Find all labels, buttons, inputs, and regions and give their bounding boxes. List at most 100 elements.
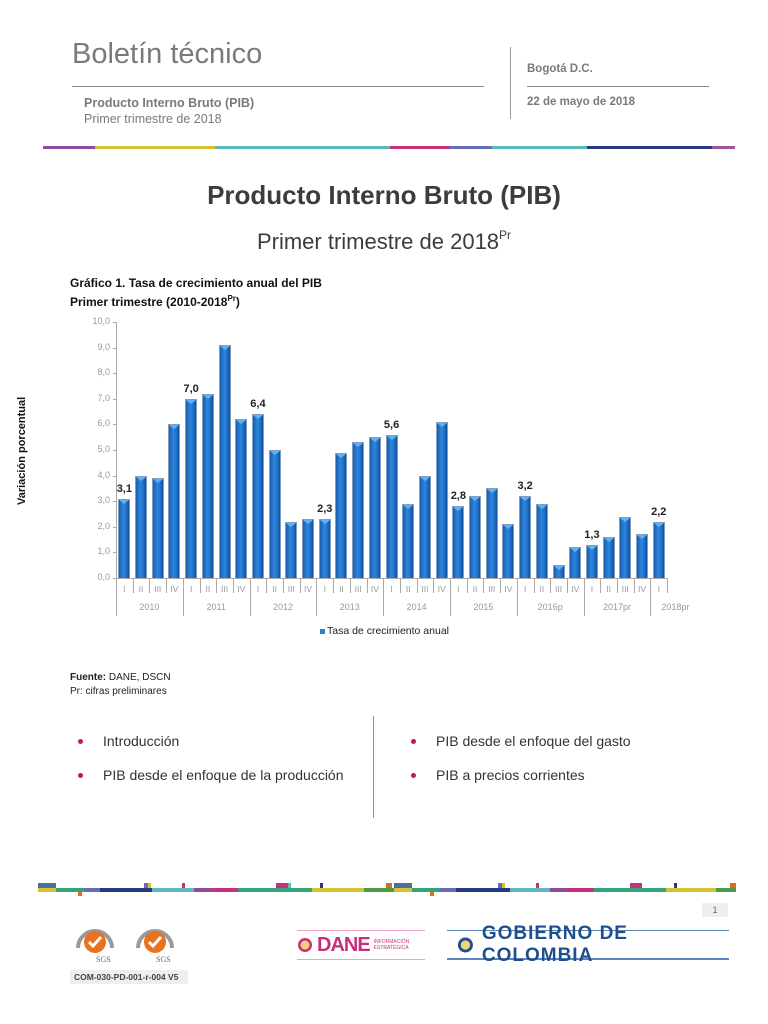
quarter-label: II (472, 584, 478, 594)
quarter-label: IV (504, 584, 513, 594)
svg-text:SGS: SGS (156, 955, 171, 964)
y-tick (113, 347, 116, 349)
y-tick (113, 322, 116, 323)
y-tick (113, 578, 116, 579)
year-label: 2016p (537, 602, 563, 612)
x-tick (566, 578, 568, 593)
data-label: 6,4 (250, 398, 266, 411)
x-tick (199, 578, 201, 593)
x-tick (433, 578, 435, 593)
source-note: Fuente: DANE, DSCN Pr: cifras preliminar… (70, 672, 171, 697)
bar (268, 450, 281, 578)
topic-introduccion[interactable]: Introducción (78, 733, 179, 749)
bulletin-subject: Producto Interno Bruto (PIB) (84, 96, 255, 110)
bar (519, 496, 532, 578)
bar (552, 565, 565, 578)
x-tick (366, 578, 368, 593)
x-tick (617, 578, 618, 593)
quarter-label: III (621, 584, 629, 594)
bar (285, 521, 298, 578)
color-bar-segment (712, 146, 735, 149)
data-label: 5,6 (383, 418, 400, 431)
bar (352, 442, 365, 578)
x-tick (667, 578, 669, 593)
year-divider (116, 578, 117, 616)
dane-logo: DANE INFORMACIÓN ESTRATÉGICA (297, 930, 425, 960)
bar (235, 419, 248, 578)
svg-text:SGS: SGS (96, 955, 111, 964)
year-divider (516, 578, 518, 616)
x-tick (550, 578, 552, 593)
quarter-label: III (221, 584, 229, 594)
year-divider (249, 578, 251, 616)
year-divider (583, 578, 585, 616)
bullet-icon (78, 772, 83, 778)
bar (385, 434, 398, 578)
quarter-label: II (205, 584, 211, 594)
quarter-label: I (123, 584, 126, 594)
y-tick (113, 526, 116, 528)
bar (302, 519, 315, 578)
quarter-label: II (405, 584, 411, 594)
topic-produccion[interactable]: PIB desde el enfoque de la producción (78, 767, 344, 783)
topics-divider (373, 716, 374, 818)
bar (418, 475, 431, 578)
year-divider (650, 578, 652, 616)
bar (118, 498, 131, 578)
year-label: 2015 (473, 602, 494, 612)
quarter-label: I (323, 584, 326, 594)
topic-gasto[interactable]: PIB desde el enfoque del gasto (411, 733, 631, 749)
x-tick (232, 578, 234, 593)
year-label: 2018pr (661, 602, 690, 612)
quarter-label: I (523, 584, 527, 594)
bullet-icon (411, 772, 416, 778)
x-tick (166, 578, 168, 593)
x-tick (533, 578, 535, 593)
quarter-label: III (555, 584, 563, 594)
bar (335, 452, 348, 578)
bar (135, 475, 148, 578)
quarter-label: IV (237, 584, 246, 594)
bulletin-title: Boletín técnico (72, 38, 263, 70)
bar (318, 519, 331, 578)
y-tick-label: 6,0 (97, 418, 110, 429)
bullet-icon (411, 738, 416, 744)
quarter-label: III (154, 584, 162, 594)
quarter-label: I (390, 584, 393, 594)
bar (218, 345, 231, 578)
quarter-label: IV (638, 584, 647, 594)
y-tick-label: 7,0 (97, 392, 110, 403)
bar (602, 537, 615, 578)
x-tick (216, 578, 218, 593)
bar (168, 424, 181, 578)
y-tick-label: 5,0 (97, 444, 110, 454)
sgs-certification-icon: SGS (76, 929, 114, 964)
quarter-label: II (138, 584, 144, 594)
bar (469, 496, 482, 578)
quarter-label: III (287, 584, 295, 594)
x-tick (466, 578, 468, 593)
coat-of-arms-icon (457, 937, 473, 952)
y-tick (113, 398, 116, 400)
data-label: 2,3 (317, 503, 333, 516)
bar (535, 503, 548, 578)
year-label: 2014 (406, 602, 427, 612)
y-tick-label: 8,0 (97, 367, 110, 378)
data-label: 2,2 (651, 505, 667, 518)
color-bar-segment (95, 146, 215, 149)
color-bar-segment (215, 146, 390, 149)
x-tick (483, 578, 485, 593)
topic-precios-corrientes[interactable]: PIB a precios corrientes (411, 767, 585, 783)
y-axis-line (116, 322, 117, 578)
legend-swatch (320, 628, 325, 634)
data-label: 3,2 (517, 480, 533, 493)
chart-legend: Tasa de crecimiento anual (320, 625, 449, 637)
data-label: 1,3 (584, 528, 600, 541)
footer-color-strip (38, 883, 736, 896)
bar (435, 421, 448, 578)
bar (569, 547, 582, 578)
quarter-label: II (272, 584, 277, 594)
y-tick (113, 373, 116, 375)
y-tick-label: 10,0 (92, 316, 110, 326)
color-bar-segment (390, 146, 450, 149)
